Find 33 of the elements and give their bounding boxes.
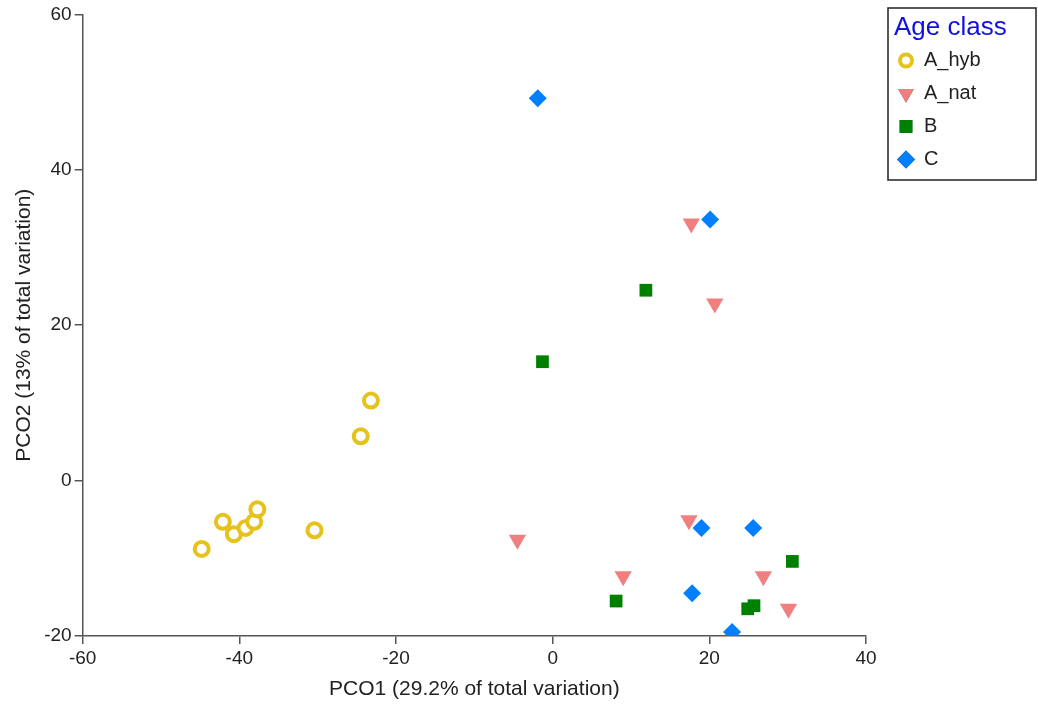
legend-label: C — [924, 147, 939, 170]
y-tick-label: -20 — [44, 624, 72, 646]
y-tick-label: 40 — [50, 158, 72, 180]
legend-label: A_hyb — [924, 48, 981, 72]
point — [305, 521, 324, 540]
point — [213, 512, 232, 531]
y-axis-title: PCO2 (13% of total variation) — [11, 188, 35, 462]
point — [747, 599, 761, 613]
point — [701, 210, 720, 229]
x-tick-label: -60 — [68, 646, 97, 668]
legend-label: B — [924, 114, 938, 137]
point — [786, 555, 799, 568]
y-tick-label: 20 — [50, 313, 72, 335]
x-tick-label: 20 — [698, 646, 720, 668]
point — [248, 500, 267, 519]
legend-title: Age class — [894, 11, 1007, 42]
point — [692, 519, 711, 537]
legend-label: A_nat — [924, 81, 977, 105]
x-tick-label: -40 — [225, 646, 254, 668]
x-tick-label: 0 — [547, 646, 558, 668]
x-tick-label: -20 — [382, 646, 410, 668]
point — [639, 283, 653, 297]
point — [683, 584, 702, 603]
point — [351, 427, 370, 446]
x-axis-title: PCO1 (29.2% of total variation) — [329, 676, 620, 700]
point — [536, 355, 549, 369]
point — [361, 391, 380, 410]
y-tick-label: 60 — [50, 2, 72, 24]
point — [528, 89, 547, 108]
y-tick-label: 0 — [61, 468, 72, 490]
point — [744, 519, 763, 537]
x-tick-label: 40 — [855, 646, 877, 668]
point — [192, 539, 211, 558]
